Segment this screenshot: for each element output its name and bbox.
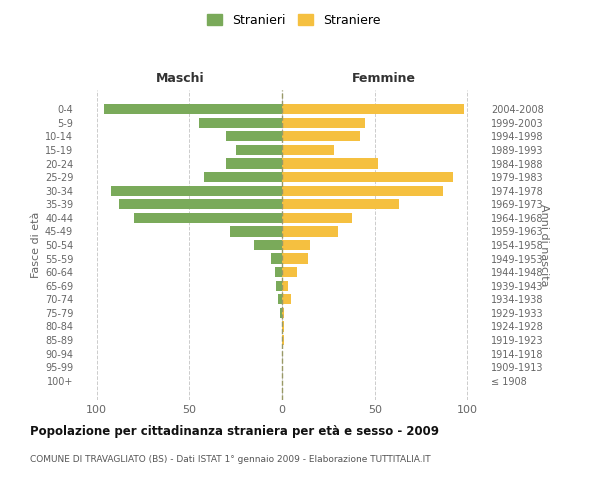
Bar [282,145,334,155]
Bar [282,294,291,304]
Bar [230,226,282,236]
Bar [282,254,308,264]
Bar [282,104,464,115]
Bar [277,280,282,291]
Bar [282,322,284,332]
Bar [134,212,282,223]
Bar [282,308,284,318]
Text: Femmine: Femmine [352,72,416,85]
Text: Popolazione per cittadinanza straniera per età e sesso - 2009: Popolazione per cittadinanza straniera p… [30,425,439,438]
Y-axis label: Fasce di età: Fasce di età [31,212,41,278]
Text: COMUNE DI TRAVAGLIATO (BS) - Dati ISTAT 1° gennaio 2009 - Elaborazione TUTTITALI: COMUNE DI TRAVAGLIATO (BS) - Dati ISTAT … [30,455,431,464]
Bar [282,267,297,278]
Bar [271,254,282,264]
Y-axis label: Anni di nascita: Anni di nascita [539,204,549,286]
Bar [282,335,284,345]
Bar [282,132,360,141]
Legend: Stranieri, Straniere: Stranieri, Straniere [202,8,386,32]
Bar [282,280,287,291]
Text: Maschi: Maschi [155,72,205,85]
Bar [282,226,338,236]
Bar [226,132,282,141]
Bar [282,199,399,209]
Bar [226,158,282,168]
Bar [282,158,379,168]
Bar [236,145,282,155]
Bar [282,240,310,250]
Bar [104,104,282,115]
Bar [199,118,282,128]
Bar [280,308,282,318]
Bar [282,186,443,196]
Bar [112,186,282,196]
Bar [254,240,282,250]
Bar [275,267,282,278]
Bar [282,172,452,182]
Bar [278,294,282,304]
Bar [282,212,352,223]
Bar [204,172,282,182]
Bar [282,118,365,128]
Bar [119,199,282,209]
